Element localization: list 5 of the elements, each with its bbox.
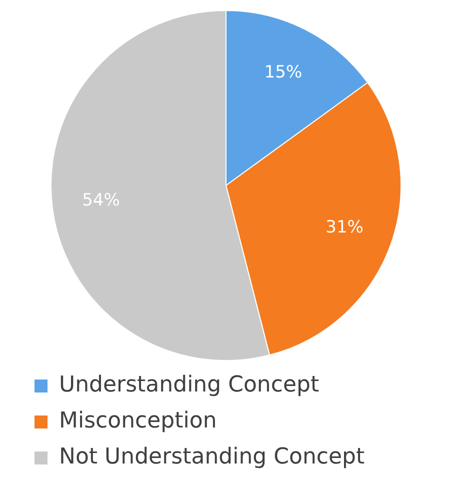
data-label: 15%: [264, 62, 302, 83]
legend-label: Understanding Concept: [59, 372, 320, 398]
data-label: 31%: [326, 218, 364, 238]
legend-label: Misconception: [59, 408, 217, 434]
legend-label: Not Understanding Concept: [59, 444, 365, 470]
